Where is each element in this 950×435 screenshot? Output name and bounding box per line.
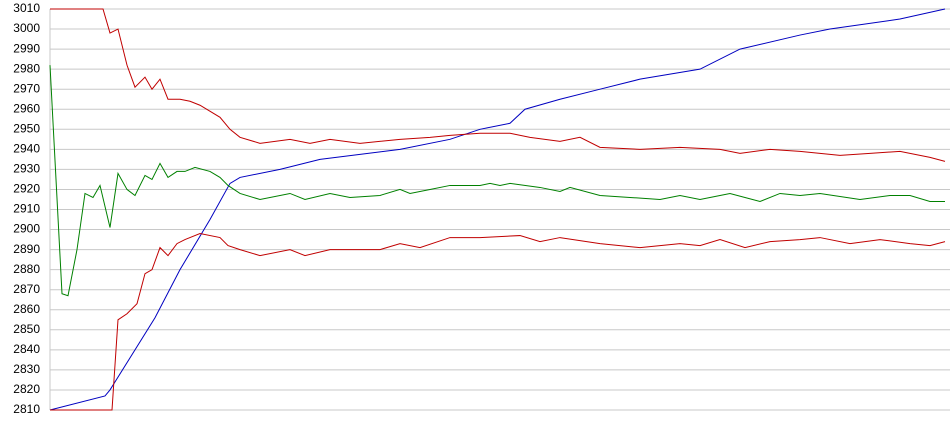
y-tick-label: 2840 [13,342,40,356]
series-line [49,65,945,297]
series-line [50,233,946,411]
y-tick-label: 2890 [13,242,40,256]
y-tick-label: 2850 [13,322,40,336]
y-tick-label: 2950 [13,121,40,135]
y-tick-label: 3000 [13,21,40,35]
y-tick-label: 2860 [13,302,40,316]
y-tick-label: 3010 [13,1,40,15]
y-tick-label: 2910 [13,202,40,216]
y-tick-label: 2810 [13,402,40,416]
y-tick-label: 2960 [13,101,40,115]
y-tick-label: 2830 [13,362,40,376]
y-tick-label: 2920 [13,182,40,196]
series-line [50,8,946,162]
y-tick-label: 2990 [13,41,40,55]
y-tick-label: 2930 [13,162,40,176]
y-tick-label: 2870 [13,282,40,296]
y-tick-label: 2900 [13,222,40,236]
y-tick-label: 2940 [13,142,40,156]
y-tick-label: 2820 [13,382,40,396]
y-tick-label: 2980 [13,61,40,75]
y-tick-label: 2970 [13,81,40,95]
y-tick-label: 2880 [13,262,40,276]
